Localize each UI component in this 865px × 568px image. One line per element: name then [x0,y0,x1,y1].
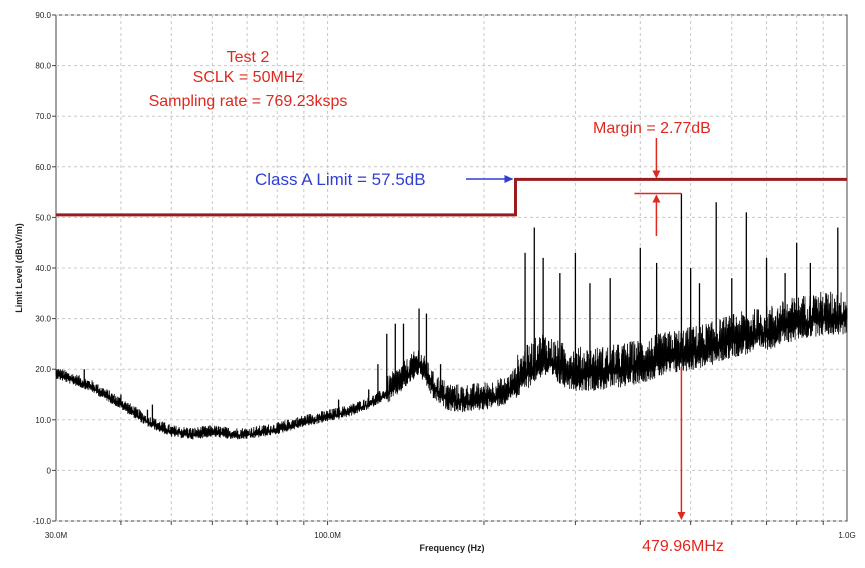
y-tick-label: 90.0 [35,11,51,20]
x-tick-label: 1.0G [838,531,855,540]
class-a-limit-line [56,177,847,217]
test-title: Test 2 [227,49,270,66]
x-axis-label: Frequency (Hz) [419,543,484,553]
emission-trace [55,193,848,440]
y-tick-label: 0 [47,466,52,475]
y-tick-label: 10.0 [35,416,51,425]
margin-label: Margin = 2.77dB [593,120,711,137]
y-tick-label: 60.0 [35,163,51,172]
margin-arrow-up-head [652,194,661,203]
peak-frequency-label: 479.96MHz [642,538,724,555]
y-tick-label: 20.0 [35,365,51,374]
y-tick-label: 40.0 [35,264,51,273]
y-tick-label: 70.0 [35,112,51,121]
sclk-label: SCLK = 50MHz [193,69,304,86]
class-limit-arrow-head [504,175,514,183]
y-tick-label: 50.0 [35,213,51,222]
x-tick-label: 100.0M [314,531,341,540]
y-tick-label: 30.0 [35,315,51,324]
y-axis-label: Limit Level (dBuV/m) [14,223,24,313]
y-ticks: 90.0 80.0 70.0 60.0 50.0 40.0 30.0 20.0 10.0 0 -10… [33,11,56,526]
sampling-rate-label: Sampling rate = 769.23ksps [149,93,348,110]
margin-arrow-down-head [652,170,661,179]
emission-noise [55,291,848,440]
annotation-arrows [466,138,686,520]
x-ticks: 30.0M 100.0M 1.0G [45,521,856,540]
class-limit-label: Class A Limit = 57.5dB [255,170,426,189]
y-tick-label: 80.0 [35,62,51,71]
frequency-arrow-head [677,512,686,520]
y-tick-label: -10.0 [33,517,52,526]
x-tick-label: 30.0M [45,531,68,540]
